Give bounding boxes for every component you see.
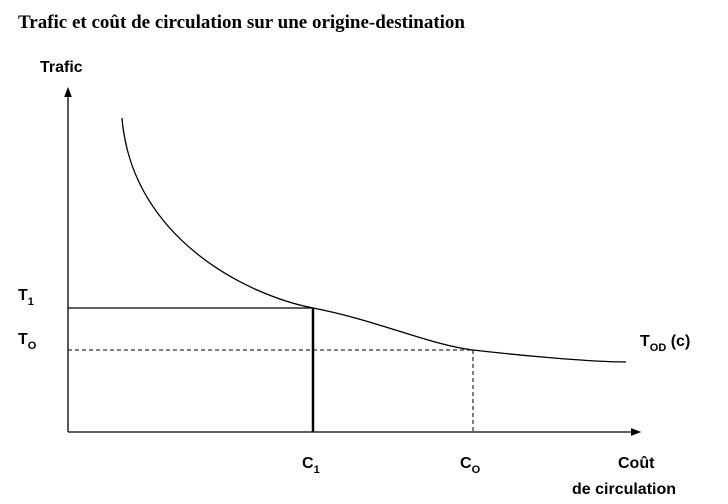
to-label: TO <box>18 331 37 352</box>
curve-suffix: (c) <box>666 333 690 350</box>
t1-label: T1 <box>18 287 34 308</box>
t1-sub: 1 <box>28 296 34 308</box>
t1-base: T <box>18 287 28 304</box>
c1-sub: 1 <box>314 464 320 476</box>
co-base: C <box>460 455 472 472</box>
x-axis-label-1: Coût <box>618 455 655 472</box>
y-axis-label: Trafic <box>40 59 83 76</box>
curve-label: TOD (c) <box>640 333 690 354</box>
to-base: T <box>18 331 28 348</box>
co-sub: O <box>472 464 481 476</box>
co-label: CO <box>460 455 481 476</box>
title: Trafic et coût de circulation sur une or… <box>18 12 465 33</box>
demand-curve <box>121 117 627 363</box>
c1-label: C1 <box>302 455 320 476</box>
c1-base: C <box>302 455 314 472</box>
curve-sub: OD <box>650 342 667 354</box>
to-sub: O <box>28 340 37 352</box>
x-axis-label-2: de circulation <box>572 481 676 498</box>
curve-base: T <box>640 333 650 350</box>
